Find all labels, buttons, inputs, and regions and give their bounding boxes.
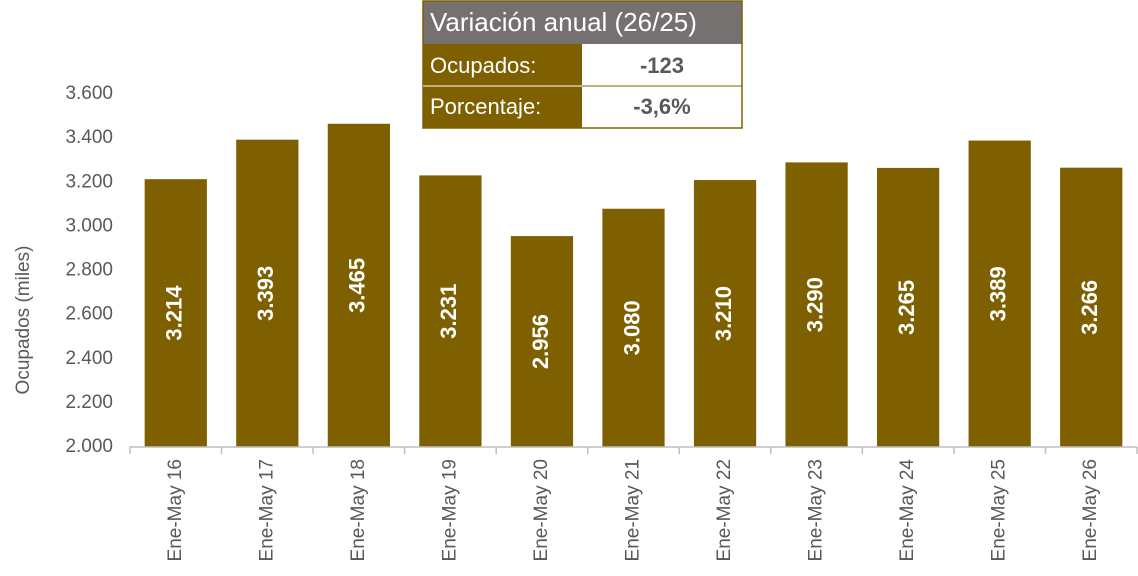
table-border [422,0,743,129]
x-tick-label: Ene-May 22 [714,459,735,561]
y-tick-label: 2.600 [65,304,113,325]
y-tick-label: 2.200 [65,392,113,413]
x-tick-label: Ene-May 18 [348,459,369,561]
value-label: 3.393 [253,266,278,321]
value-label: 3.465 [345,258,370,313]
x-tick-label: Ene-May 16 [165,459,186,561]
bar [693,180,757,447]
table-value: -123 [640,53,684,78]
table-label: Porcentaje: [430,94,541,119]
y-tick-label: 3.200 [65,171,113,192]
bar [785,162,848,448]
value-label: 3.080 [619,300,644,355]
value-label: 3.210 [711,286,736,341]
table-title: Variación anual (26/25) [430,7,697,37]
x-tick-label: Ene-May 19 [439,459,460,561]
y-axis-label: Ocupados (miles) [13,246,34,395]
table-header [423,1,742,44]
y-tick-label: 2.800 [65,260,113,281]
bar [419,175,482,447]
x-tick-label: Ene-May 24 [897,459,918,562]
table-value: -3,6% [633,94,690,119]
value-label: 2.956 [528,314,553,369]
x-tick-label: Ene-May 21 [623,459,644,561]
y-tick-label: 3.000 [65,215,113,236]
y-tick-label: 2.000 [65,436,113,457]
bar [510,236,574,447]
value-label: 3.290 [802,277,827,332]
y-tick-label: 3.600 [65,83,113,104]
y-tick-label: 3.400 [65,127,113,148]
bar [144,179,207,447]
table-label: Ocupados: [430,53,536,78]
x-tick-label: Ene-May 25 [989,459,1010,561]
bar [877,167,940,448]
value-label: 3.266 [1077,280,1102,335]
value-label: 3.265 [894,280,919,335]
bar [602,208,665,447]
value-label: 3.214 [162,285,187,341]
x-tick-label: Ene-May 26 [1080,459,1101,561]
bar [968,140,1031,447]
value-label: 3.231 [436,284,461,339]
annotation-table: Variación anual (26/25) Ocupados: -123 P… [422,0,743,129]
x-tick-label: Ene-May 17 [256,459,277,561]
x-tick-label: Ene-May 23 [806,459,827,561]
value-label: 3.389 [985,266,1010,321]
bar [1060,167,1123,447]
bar [236,139,299,447]
bar [327,123,390,448]
x-tick-label: Ene-May 20 [531,459,552,561]
y-tick-label: 2.400 [65,348,113,369]
